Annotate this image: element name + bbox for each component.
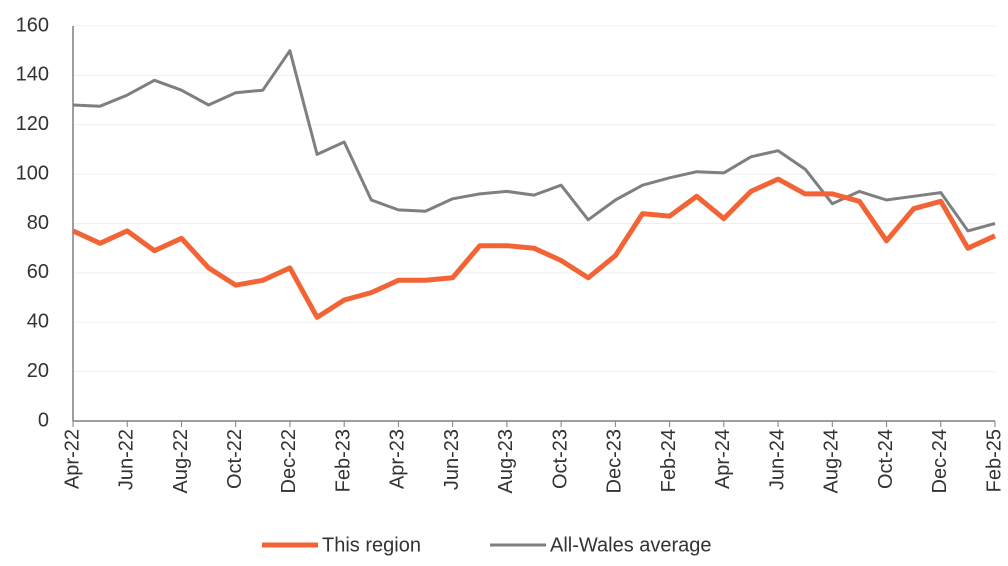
x-tick-label: Feb-23 [332,429,354,492]
series-line [71,176,997,320]
x-tick-label: Oct-23 [549,429,571,489]
x-tick-label: Apr-24 [712,429,734,489]
x-tick-label: Feb-25 [983,429,1005,492]
x-tick-label: Aug-22 [170,429,192,494]
x-tick-label: Dec-23 [604,429,626,493]
x-tick-label: Dec-24 [929,429,951,493]
x-tick-label: Dec-22 [278,429,300,493]
y-tick-label: 60 [27,261,49,283]
x-tick-label: Aug-24 [821,429,843,494]
x-tick-label: Apr-23 [387,429,409,489]
y-tick-label: 40 [27,311,49,333]
x-tick-label: Jun-23 [441,429,463,490]
y-tick-label: 0 [38,409,49,431]
legend-label: All-Wales average [550,534,712,556]
x-tick-label: Aug-23 [495,429,517,494]
x-tick-label: Jun-24 [766,429,788,490]
y-tick-label: 120 [16,113,49,135]
x-tick-label: Oct-24 [875,429,897,489]
series-line [72,49,996,233]
legend-label: This region [322,534,421,556]
y-tick-label: 140 [16,64,49,86]
y-tick-label: 20 [27,360,49,382]
x-tick-label: Apr-22 [61,429,83,489]
y-tick-label: 100 [16,162,49,184]
x-tick-label: Jun-22 [116,429,138,490]
y-tick-label: 160 [16,14,49,36]
x-tick-label: Feb-24 [658,429,680,492]
y-tick-label: 80 [27,212,49,234]
x-tick-label: Oct-22 [224,429,246,489]
